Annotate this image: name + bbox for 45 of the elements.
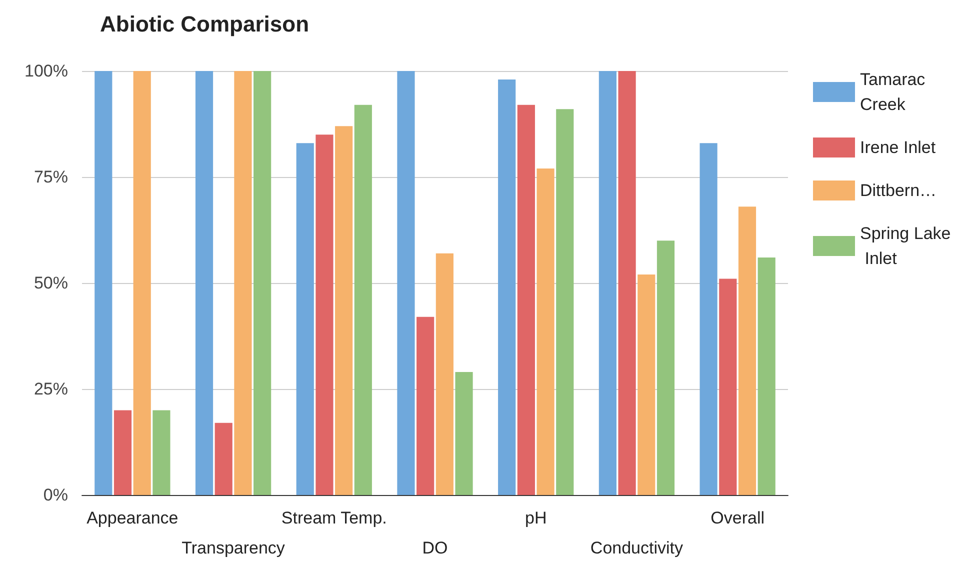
bar [397, 71, 415, 495]
y-tick-label: 25% [34, 380, 68, 398]
bar [556, 109, 574, 495]
bar [656, 240, 675, 495]
bar [214, 422, 232, 495]
y-tick-label: 75% [34, 168, 68, 186]
x-tick-label: Appearance [86, 508, 178, 528]
chart-title: Abiotic Comparison [100, 12, 310, 36]
bar [638, 274, 656, 495]
bar [598, 71, 616, 495]
bar [316, 134, 334, 495]
bar [234, 71, 252, 495]
bar [335, 126, 353, 495]
bar [152, 410, 170, 495]
bar [758, 258, 776, 495]
bar [618, 71, 636, 495]
y-tick-label: 50% [34, 274, 68, 292]
bar [133, 71, 151, 495]
bar [498, 79, 516, 495]
legend-label: Spring Lake Inlet [860, 224, 951, 268]
x-tick-label: Stream Temp. [281, 508, 387, 528]
legend-label: Irene Inlet [860, 138, 936, 157]
bar [114, 410, 132, 495]
x-tick-label: pH [524, 508, 547, 528]
y-tick-label: 100% [24, 62, 68, 80]
y-tick-label: 0% [43, 486, 68, 504]
x-tick-label: DO [422, 538, 448, 558]
bar [455, 372, 473, 495]
bar [536, 168, 554, 495]
bar [700, 143, 718, 495]
bar [738, 206, 756, 495]
bar [416, 316, 434, 495]
bar [254, 71, 272, 495]
x-tick-label: Overall [710, 508, 764, 528]
bar [195, 71, 214, 495]
legend-label: Dittbern… [860, 181, 937, 200]
x-tick-label: Conductivity [590, 538, 684, 558]
bar [517, 104, 535, 495]
bar [719, 278, 737, 495]
bar [354, 104, 372, 495]
bar [296, 143, 314, 495]
x-tick-label: Transparency [182, 538, 286, 558]
legend-label: Tamarac Creek [860, 70, 930, 114]
bar [436, 253, 454, 495]
bar [94, 71, 112, 495]
